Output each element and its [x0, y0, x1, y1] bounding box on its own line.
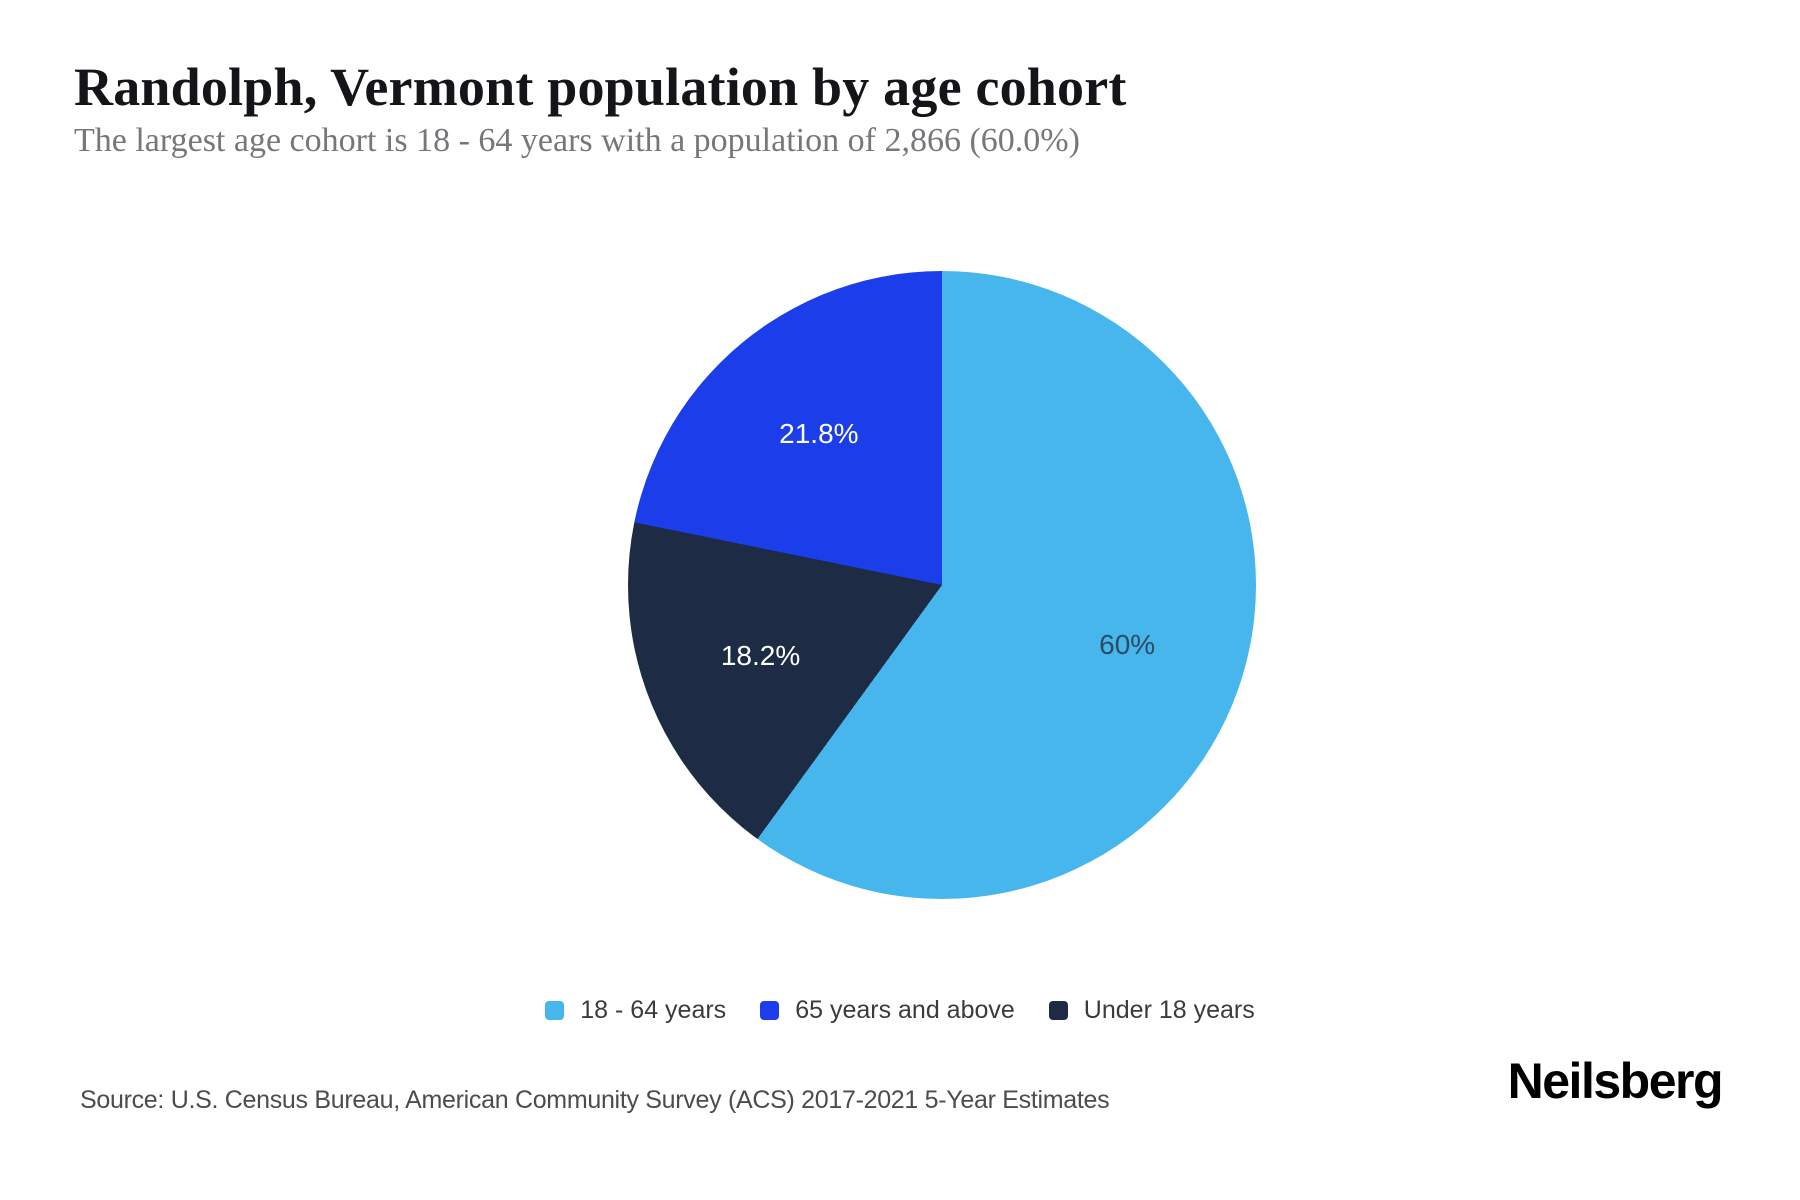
legend-item: Under 18 years [1048, 996, 1255, 1025]
pie-chart: 60% 18.2% 21.8% [628, 271, 1256, 899]
brand-logo: Neilsberg [1507, 1053, 1724, 1109]
chart-legend: 18 - 64 years 65 years and above Under 18 … [0, 996, 1800, 1025]
source-note: Source: U.S. Census Bureau, American Com… [80, 1086, 1110, 1114]
pie-slice-label: 21.8% [779, 418, 859, 450]
legend-label: 18 - 64 years [580, 996, 727, 1024]
legend-swatch-icon [545, 1001, 565, 1020]
chart-title: Randolph, Vermont population by age coho… [74, 57, 1127, 117]
legend-item: 18 - 64 years [545, 996, 726, 1025]
legend-label: 65 years and above [795, 996, 1015, 1024]
legend-item: 65 years and above [760, 996, 1015, 1025]
legend-swatch-icon [760, 1001, 780, 1020]
legend-swatch-icon [1048, 1001, 1068, 1020]
pie-slice-label: 60% [1099, 629, 1156, 661]
pie-slice-label: 18.2% [720, 639, 801, 671]
legend-label: Under 18 years [1083, 996, 1255, 1024]
pie-circle [628, 271, 1256, 899]
chart-subtitle: The largest age cohort is 18 - 64 years … [74, 122, 1080, 159]
